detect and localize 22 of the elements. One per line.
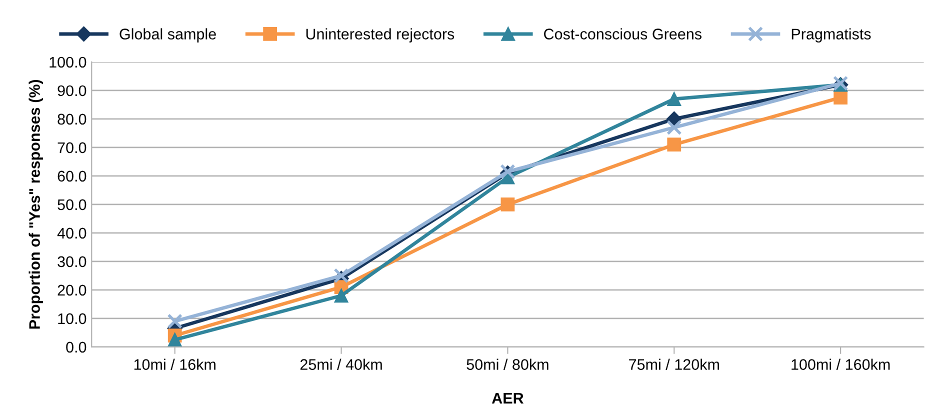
y-tick-label: 10.0 — [58, 313, 86, 324]
y-tick-label: 90.0 — [58, 85, 86, 96]
y-tick-label: 0.0 — [66, 342, 86, 353]
y-tick-label: 30.0 — [58, 256, 86, 268]
legend-label: Global sample — [120, 28, 216, 42]
y-tick-label: 100.0 — [50, 56, 86, 68]
y-tick-label: 60.0 — [58, 170, 86, 182]
y-tick-label: 70.0 — [58, 142, 86, 154]
legend-label: Pragmatists — [792, 28, 871, 42]
x-tick-label: 10mi / 16km — [134, 358, 216, 370]
x-tick-label: 75mi / 120km — [629, 358, 719, 370]
y-tick-label: 50.0 — [58, 199, 86, 210]
y-tick-label: 40.0 — [57, 228, 86, 239]
y-tick-label: 80.0 — [58, 114, 86, 125]
legend-label: Uninterested rejectors — [306, 28, 454, 42]
x-axis-title: AER — [492, 392, 524, 404]
y-tick-label: 20.0 — [58, 284, 86, 296]
y-axis-title: Proportion of "Yes" responses (%) — [28, 80, 43, 329]
legend-label: Cost-conscious Greens — [544, 28, 702, 40]
x-tick-label: 50mi / 80km — [466, 358, 548, 370]
x-tick-label: 100mi / 160km — [792, 358, 890, 370]
x-tick-label: 25mi / 40km — [300, 358, 382, 370]
